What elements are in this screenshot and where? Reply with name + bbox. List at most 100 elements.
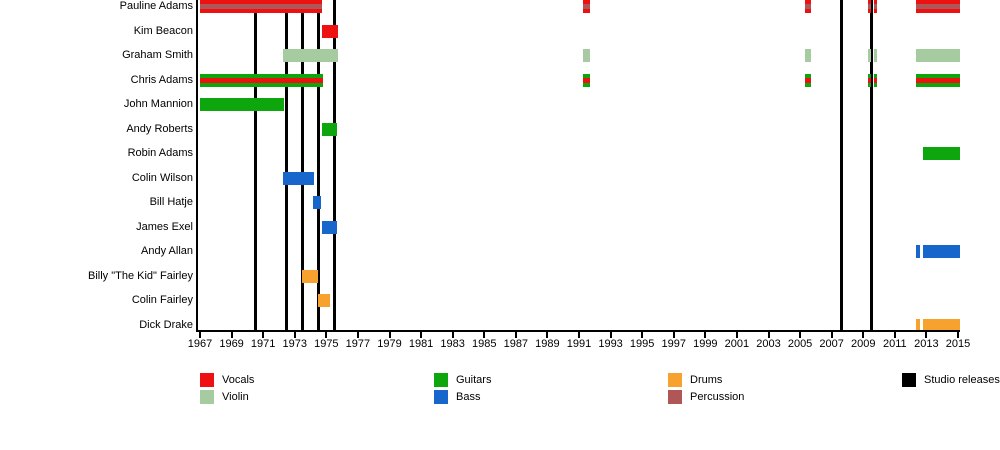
member-bar-segment bbox=[923, 319, 960, 333]
studio-release-line bbox=[840, 0, 844, 330]
legend-label: Drums bbox=[690, 374, 723, 386]
member-bar-segment bbox=[318, 294, 331, 308]
member-label: Andy Roberts bbox=[126, 122, 193, 135]
member-bar-segment bbox=[916, 49, 960, 63]
member-bar-segment bbox=[301, 269, 319, 283]
x-axis-tick-label: 2015 bbox=[945, 338, 971, 350]
member-bar-role-stripe bbox=[873, 4, 878, 9]
x-axis-tick bbox=[420, 332, 423, 338]
member-bar-segment bbox=[916, 0, 960, 13]
x-axis-tick-label: 1991 bbox=[566, 338, 592, 350]
x-axis-tick bbox=[546, 332, 549, 338]
member-label: Dick Drake bbox=[139, 319, 193, 332]
x-axis-tick-label: 1975 bbox=[314, 338, 339, 350]
x-axis-tick bbox=[830, 332, 833, 338]
member-label: Chris Adams bbox=[130, 73, 193, 86]
member-bar-role-stripe bbox=[200, 77, 324, 83]
studio-release-line bbox=[316, 0, 320, 330]
member-label: John Mannion bbox=[123, 98, 193, 111]
x-axis-tick bbox=[388, 332, 391, 338]
x-axis-tick bbox=[199, 332, 201, 338]
x-axis-tick-label: 2003 bbox=[756, 338, 781, 350]
member-label: Colin Wilson bbox=[131, 171, 193, 184]
x-axis-tick bbox=[578, 332, 580, 338]
x-axis-tick bbox=[704, 332, 707, 338]
studio-release-line bbox=[253, 0, 257, 330]
x-axis-baseline bbox=[196, 330, 960, 332]
x-axis-tick-label: 1985 bbox=[472, 338, 497, 350]
member-label: Kim Beacon bbox=[133, 24, 193, 37]
x-axis-tick-label: 1971 bbox=[250, 338, 276, 350]
x-axis-tick bbox=[451, 332, 454, 338]
member-bar-role-stripe bbox=[916, 77, 960, 83]
legend-label: Violin bbox=[222, 391, 249, 403]
member-label: Colin Fairley bbox=[131, 294, 193, 307]
member-label: Andy Allan bbox=[141, 245, 193, 258]
member-bar-segment bbox=[804, 0, 812, 13]
x-axis-tick-label: 2011 bbox=[883, 338, 907, 350]
x-axis-tick bbox=[230, 332, 233, 338]
member-bar-segment bbox=[282, 171, 314, 185]
x-axis-tick-label: 1969 bbox=[219, 338, 244, 350]
x-axis-tick bbox=[672, 332, 675, 338]
plot-left-border bbox=[196, 0, 198, 332]
member-bar-segment bbox=[200, 73, 324, 87]
x-axis-tick-label: 1983 bbox=[440, 338, 465, 350]
member-bar-segment bbox=[867, 0, 872, 13]
member-label: James Exel bbox=[136, 220, 193, 233]
member-bar-segment bbox=[873, 73, 878, 87]
member-bar-segment bbox=[322, 24, 339, 38]
x-axis-tick-label: 2001 bbox=[724, 338, 750, 350]
member-bar-role-stripe bbox=[867, 4, 872, 9]
x-axis-tick bbox=[735, 332, 738, 338]
member-bar-role-stripe bbox=[916, 4, 960, 9]
legend-swatch-guitars bbox=[434, 373, 448, 387]
x-axis-tick-label: 1979 bbox=[377, 338, 402, 350]
legend-swatch-violin bbox=[200, 390, 214, 404]
x-axis-tick bbox=[483, 332, 486, 338]
x-axis-tick-label: 1993 bbox=[598, 338, 623, 350]
member-bar-segment bbox=[923, 147, 960, 161]
x-axis-tick-label: 2005 bbox=[787, 338, 813, 350]
legend-label: Studio releases bbox=[924, 374, 1000, 386]
member-bar-segment bbox=[867, 49, 872, 63]
member-bar-segment bbox=[582, 73, 591, 87]
member-bar-segment bbox=[582, 0, 591, 13]
member-label: Billy "The Kid" Fairley bbox=[87, 269, 193, 282]
legend-label: Bass bbox=[456, 391, 481, 403]
member-label: Robin Adams bbox=[127, 147, 193, 160]
x-axis-tick bbox=[799, 332, 802, 338]
x-axis-tick bbox=[514, 332, 517, 338]
x-axis-tick bbox=[293, 332, 296, 338]
member-bar-segment bbox=[804, 73, 812, 87]
member-bar-role-stripe bbox=[200, 4, 323, 9]
legend-swatch-vocals bbox=[200, 373, 214, 387]
member-bar-segment bbox=[804, 49, 812, 63]
member-bar-segment bbox=[916, 319, 921, 333]
legend-swatch-percussion bbox=[668, 390, 682, 404]
legend-swatch-drums bbox=[668, 373, 682, 387]
member-label: Graham Smith bbox=[122, 49, 193, 62]
x-axis-tick-label: 2007 bbox=[819, 338, 844, 350]
legend-swatch-studio-releases bbox=[902, 373, 916, 387]
member-bar-segment bbox=[312, 196, 321, 210]
studio-release-line bbox=[285, 0, 289, 330]
legend-swatch-bass bbox=[434, 390, 448, 404]
member-bar-segment bbox=[322, 122, 338, 136]
x-axis-tick-label: 1981 bbox=[408, 338, 434, 350]
member-bar-role-stripe bbox=[867, 77, 872, 83]
x-axis-tick-label: 1977 bbox=[345, 338, 371, 350]
legend-label: Guitars bbox=[456, 374, 492, 386]
x-axis-tick-label: 2009 bbox=[851, 338, 876, 350]
x-axis-tick bbox=[641, 332, 644, 338]
x-axis-tick-label: 1989 bbox=[535, 338, 560, 350]
x-axis-tick-label: 1967 bbox=[187, 338, 213, 350]
member-bar-role-stripe bbox=[582, 4, 591, 9]
member-bar-segment bbox=[582, 49, 591, 63]
x-axis-tick-label: 2013 bbox=[914, 338, 939, 350]
x-axis-tick-label: 1997 bbox=[661, 338, 686, 350]
member-bar-role-stripe bbox=[804, 4, 812, 9]
member-bar-segment bbox=[322, 220, 338, 234]
x-axis-tick bbox=[957, 332, 959, 338]
member-bar-segment bbox=[873, 0, 878, 13]
